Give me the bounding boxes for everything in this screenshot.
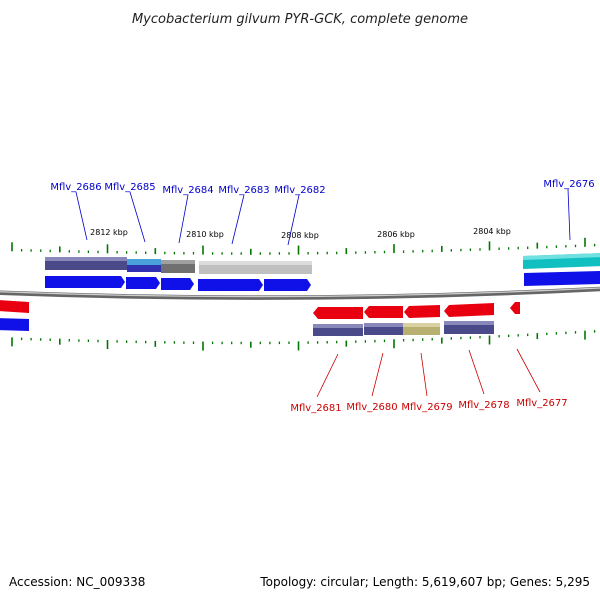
gene-label: Mflv_2681 — [290, 403, 341, 414]
forward-gene-arrow — [198, 279, 263, 291]
reverse-gene-arrow — [364, 306, 403, 318]
reverse-gene-arrow — [313, 307, 363, 319]
reverse-gene-track — [313, 302, 520, 319]
forward-gene-arrow — [161, 278, 194, 290]
accession-text: Accession: NC_009338 — [9, 575, 145, 589]
cog-bar-highlight — [45, 257, 127, 261]
reverse-gene-fragment — [0, 300, 29, 313]
kbp-label: 2812 kbp — [90, 228, 128, 237]
label-leader-line — [75, 191, 88, 241]
label-leader-line — [178, 194, 189, 244]
gene-label: Mflv_2684 — [162, 185, 213, 196]
genome-backbone-highlight — [0, 287, 600, 298]
cog-bar — [127, 259, 161, 265]
gene-label: Mflv_2678 — [458, 400, 509, 411]
reverse-gene-arrow — [510, 302, 520, 314]
forward-gene-arrow — [126, 277, 160, 289]
forward-gene-arrow — [524, 271, 600, 286]
label-leader-line — [371, 352, 384, 397]
cog-bar-highlight — [403, 323, 440, 327]
cog-bar-highlight — [161, 260, 195, 264]
kbp-label: 2804 kbp — [473, 227, 511, 236]
reverse-cog-track — [313, 321, 494, 336]
forward-gene-track — [45, 271, 600, 291]
top-tick-scale — [11, 237, 596, 255]
forward-cog-track — [45, 253, 600, 274]
label-leader-line — [516, 348, 541, 393]
cog-bar-highlight — [313, 324, 363, 328]
kbp-label: 2810 kbp — [186, 230, 224, 239]
kbp-label: 2806 kbp — [377, 230, 415, 239]
gene-label: Mflv_2677 — [516, 398, 567, 409]
label-leader-line — [420, 352, 428, 397]
cog-bar — [127, 265, 161, 272]
forward-gene-labels: Mflv_2686 Mflv_2685 Mflv_2684 Mflv_2683 … — [50, 179, 595, 246]
gene-label: Mflv_2682 — [274, 185, 325, 196]
label-leader-line — [468, 349, 485, 395]
forward-gene-arrow — [264, 279, 311, 291]
label-leader-line — [129, 191, 146, 243]
reverse-gene-arrow — [404, 305, 440, 318]
genome-summary-text: Topology: circular; Length: 5,619,607 bp… — [259, 575, 590, 589]
reverse-gene-arrow — [444, 303, 494, 317]
genome-backbone — [0, 286, 600, 300]
forward-gene-fragment — [0, 318, 29, 331]
gene-label: Mflv_2680 — [346, 402, 397, 413]
cog-bar-highlight — [523, 253, 600, 260]
cog-bar-highlight — [199, 261, 312, 265]
gene-label: Mflv_2679 — [401, 402, 452, 413]
label-leader-line — [567, 188, 571, 241]
map-title: Mycobacterium gilvum PYR-GCK, complete g… — [132, 12, 468, 27]
bottom-tick-scale — [11, 330, 596, 351]
kbp-label: 2808 kbp — [281, 231, 319, 240]
gene-label: Mflv_2685 — [104, 182, 155, 193]
cog-bar-highlight — [364, 323, 403, 327]
gene-label: Mflv_2676 — [543, 179, 594, 190]
gene-label: Mflv_2683 — [218, 185, 269, 196]
label-leader-line — [316, 353, 339, 398]
cog-bar-highlight — [444, 321, 494, 325]
reverse-gene-labels: Mflv_2681 Mflv_2680 Mflv_2679 Mflv_2678 … — [290, 348, 568, 414]
label-leader-line — [231, 194, 245, 245]
label-leader-line — [287, 194, 300, 246]
gene-label: Mflv_2686 — [50, 182, 101, 193]
forward-gene-arrow — [45, 276, 125, 288]
